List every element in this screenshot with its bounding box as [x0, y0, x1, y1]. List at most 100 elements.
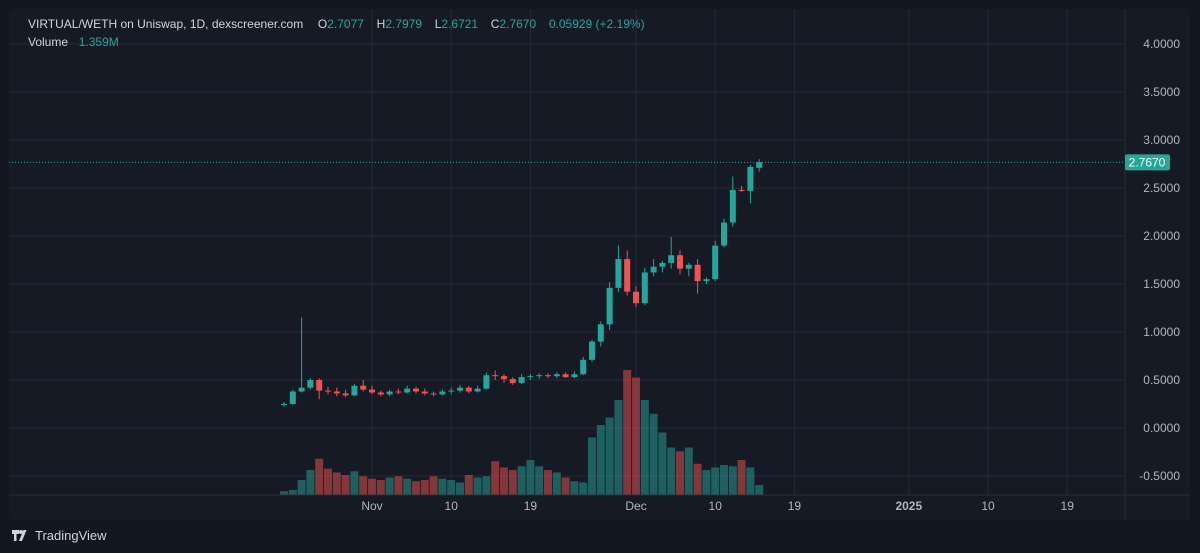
y-tick-label: 3.5000 — [1143, 85, 1180, 99]
volume-bar — [693, 463, 702, 495]
candle-body — [712, 245, 719, 280]
last-price-label: 2.7670 — [1129, 155, 1166, 169]
candle-body — [650, 266, 657, 273]
volume-bar — [728, 466, 737, 495]
y-tick-label: -0.5000 — [1139, 469, 1180, 483]
volume-bar — [535, 466, 544, 495]
candle-body — [509, 379, 516, 383]
volume-bar — [614, 400, 623, 495]
candle-body — [474, 388, 481, 392]
x-tick-label: 19 — [1061, 499, 1075, 513]
volume-bar — [456, 482, 464, 495]
candle-body — [483, 375, 490, 389]
volume-bar — [552, 472, 561, 495]
footer — [0, 522, 1200, 553]
candle-body — [518, 377, 525, 383]
close-value: 2.7670 — [499, 17, 537, 31]
volume-bar — [684, 447, 693, 495]
candle-body — [457, 387, 463, 391]
x-tick-label: 19 — [788, 499, 802, 513]
volume-bar — [491, 461, 500, 495]
volume-bar — [429, 476, 438, 495]
high-label: H — [376, 17, 386, 31]
candle-body — [439, 391, 446, 395]
volume-bar — [376, 480, 385, 495]
volume-bar — [332, 472, 341, 495]
candle-body — [386, 391, 393, 395]
candle-body — [729, 189, 736, 223]
volume-bar — [288, 490, 297, 495]
candle-body — [492, 375, 499, 377]
y-tick-label: 1.5000 — [1143, 277, 1180, 291]
volume-value: 1.359M — [78, 35, 119, 49]
x-tick-label: Dec — [625, 499, 646, 513]
chart-panel[interactable]: 4.0000 3.5000 3.0000 2.5000 2.0000 1.5000 1.00… — [9, 9, 1190, 520]
volume-bar — [482, 476, 491, 495]
candle-body — [536, 375, 543, 377]
volume-bar — [676, 451, 684, 495]
candle-body — [421, 391, 428, 394]
tradingview-icon — [12, 530, 27, 541]
candle-body — [545, 375, 551, 377]
volume-bar — [517, 466, 526, 495]
candle-body — [659, 262, 666, 267]
ohlc-legend: VIRTUAL/WETH on Uniswap, 1D, dexscreener… — [28, 17, 645, 31]
y-tick-label: 3.0000 — [1143, 133, 1180, 147]
candlestick-chart[interactable]: 4.0000 3.5000 3.0000 2.5000 2.0000 1.5000 1.00… — [9, 9, 1190, 520]
volume-bar — [412, 481, 420, 495]
y-tick-label: 0.0000 — [1143, 421, 1180, 435]
candle-body — [342, 393, 349, 396]
volume-bar — [667, 447, 676, 495]
volume-bar — [385, 477, 394, 495]
candle-body — [597, 324, 604, 342]
candle-body — [756, 162, 763, 168]
candle-body — [465, 387, 472, 392]
volume-bar — [702, 470, 711, 495]
volume-bar — [579, 482, 588, 495]
candle-body — [298, 387, 305, 392]
candles — [281, 159, 763, 407]
volume-bar — [368, 478, 376, 495]
y-tick-label: 4.0000 — [1143, 37, 1180, 51]
volume-bar — [526, 460, 535, 495]
y-tick-label: 1.0000 — [1143, 325, 1180, 339]
volume-bar — [746, 467, 755, 495]
y-tick-label: 2.0000 — [1143, 229, 1180, 243]
candle-body — [641, 272, 648, 304]
volume-bar — [447, 480, 456, 495]
candle-body — [289, 391, 296, 404]
x-tick-label: 2025 — [895, 499, 922, 513]
volume-bar — [720, 465, 728, 495]
volume-bar — [623, 370, 632, 495]
tradingview-logo[interactable]: TradingView — [12, 528, 107, 543]
open-label: O — [317, 17, 328, 31]
close-label: C — [490, 17, 500, 31]
candle-body — [307, 380, 314, 388]
x-tick-label: 19 — [524, 499, 538, 513]
candle-body — [615, 259, 622, 288]
volume-bar — [438, 478, 447, 495]
candle-body — [747, 166, 754, 191]
volume-bar — [403, 478, 412, 495]
low-label: L — [434, 17, 442, 31]
candle-body — [351, 385, 358, 396]
x-tick-label: 10 — [709, 499, 723, 513]
volume-bar — [315, 458, 324, 495]
y-tick-label: 0.5000 — [1143, 373, 1180, 387]
volume-bar — [508, 470, 517, 495]
x-tick-label: 10 — [981, 499, 995, 513]
candle-body — [694, 264, 701, 282]
tradingview-brand: TradingView — [35, 528, 107, 543]
volume-bar — [306, 470, 315, 495]
candle-body — [553, 374, 560, 377]
volume-bar — [658, 432, 667, 495]
candle-body — [404, 388, 411, 393]
volume-bar — [561, 477, 570, 495]
volume-bar — [324, 468, 332, 495]
candle-body — [677, 255, 683, 269]
candle-body — [685, 264, 692, 269]
candle-body — [633, 291, 639, 304]
candle-body — [589, 341, 595, 360]
candle-body — [369, 389, 375, 393]
volume-bar — [596, 425, 605, 495]
